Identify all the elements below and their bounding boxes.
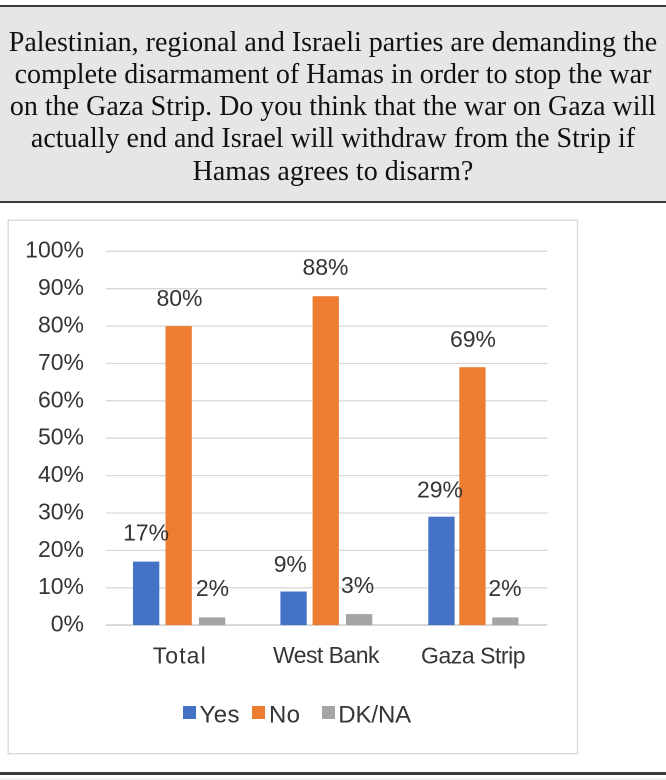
svg-text:2%: 2% [488,575,521,601]
svg-text:80%: 80% [38,312,84,338]
svg-text:30%: 30% [38,498,84,524]
svg-text:80%: 80% [156,285,202,311]
svg-text:Gaza Strip: Gaza Strip [421,642,526,668]
svg-text:9%: 9% [274,551,307,577]
svg-text:Yes: Yes [200,701,240,728]
svg-text:50%: 50% [38,424,84,450]
svg-text:10%: 10% [38,573,84,599]
svg-text:Total: Total [153,642,206,668]
svg-text:70%: 70% [38,349,84,375]
svg-text:100%: 100% [25,237,84,263]
svg-text:40%: 40% [38,461,84,487]
svg-text:3%: 3% [341,572,374,598]
svg-text:29%: 29% [417,476,463,502]
svg-text:88%: 88% [302,254,348,280]
svg-text:17%: 17% [123,520,169,546]
svg-text:West Bank: West Bank [273,642,380,668]
svg-text:No: No [269,701,300,728]
svg-text:60%: 60% [38,386,84,412]
svg-text:0%: 0% [51,611,84,637]
svg-text:DK/NA: DK/NA [338,701,411,728]
svg-text:2%: 2% [196,575,229,601]
svg-text:69%: 69% [450,326,496,352]
svg-text:90%: 90% [38,274,84,300]
svg-text:20%: 20% [38,536,84,562]
